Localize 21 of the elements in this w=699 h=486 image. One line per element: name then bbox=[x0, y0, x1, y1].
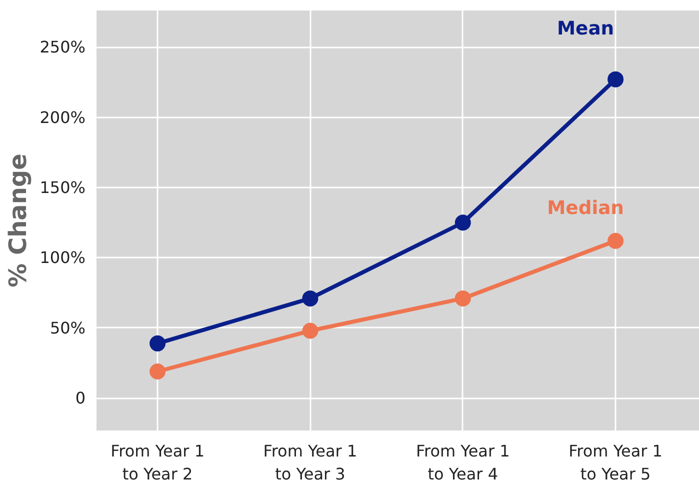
y-tick-label: 50% bbox=[50, 318, 86, 338]
series-label: Median bbox=[547, 198, 624, 219]
point bbox=[302, 290, 318, 306]
x-tick-label: From Year 1 to Year 4 bbox=[416, 442, 510, 484]
point bbox=[302, 322, 318, 339]
series-label: Mean bbox=[556, 18, 614, 40]
y-tick-label: 100% bbox=[40, 248, 86, 268]
y-axis-title: % Change bbox=[4, 154, 32, 288]
point bbox=[608, 232, 624, 249]
point bbox=[150, 364, 166, 380]
point bbox=[454, 214, 471, 231]
x-tick-label: From Year 1 to Year 2 bbox=[110, 442, 205, 484]
point bbox=[454, 290, 471, 306]
x-tick-label: From Year 1 to Year 5 bbox=[568, 442, 662, 484]
y-tick-label: 150% bbox=[40, 178, 86, 197]
point bbox=[608, 71, 624, 88]
y-tick-label: 200% bbox=[40, 108, 86, 127]
point bbox=[150, 335, 166, 352]
y-tick-label: 250% bbox=[40, 38, 86, 57]
y-tick-label: 0 bbox=[75, 388, 86, 408]
x-tick-label: From Year 1 to Year 3 bbox=[263, 442, 358, 484]
